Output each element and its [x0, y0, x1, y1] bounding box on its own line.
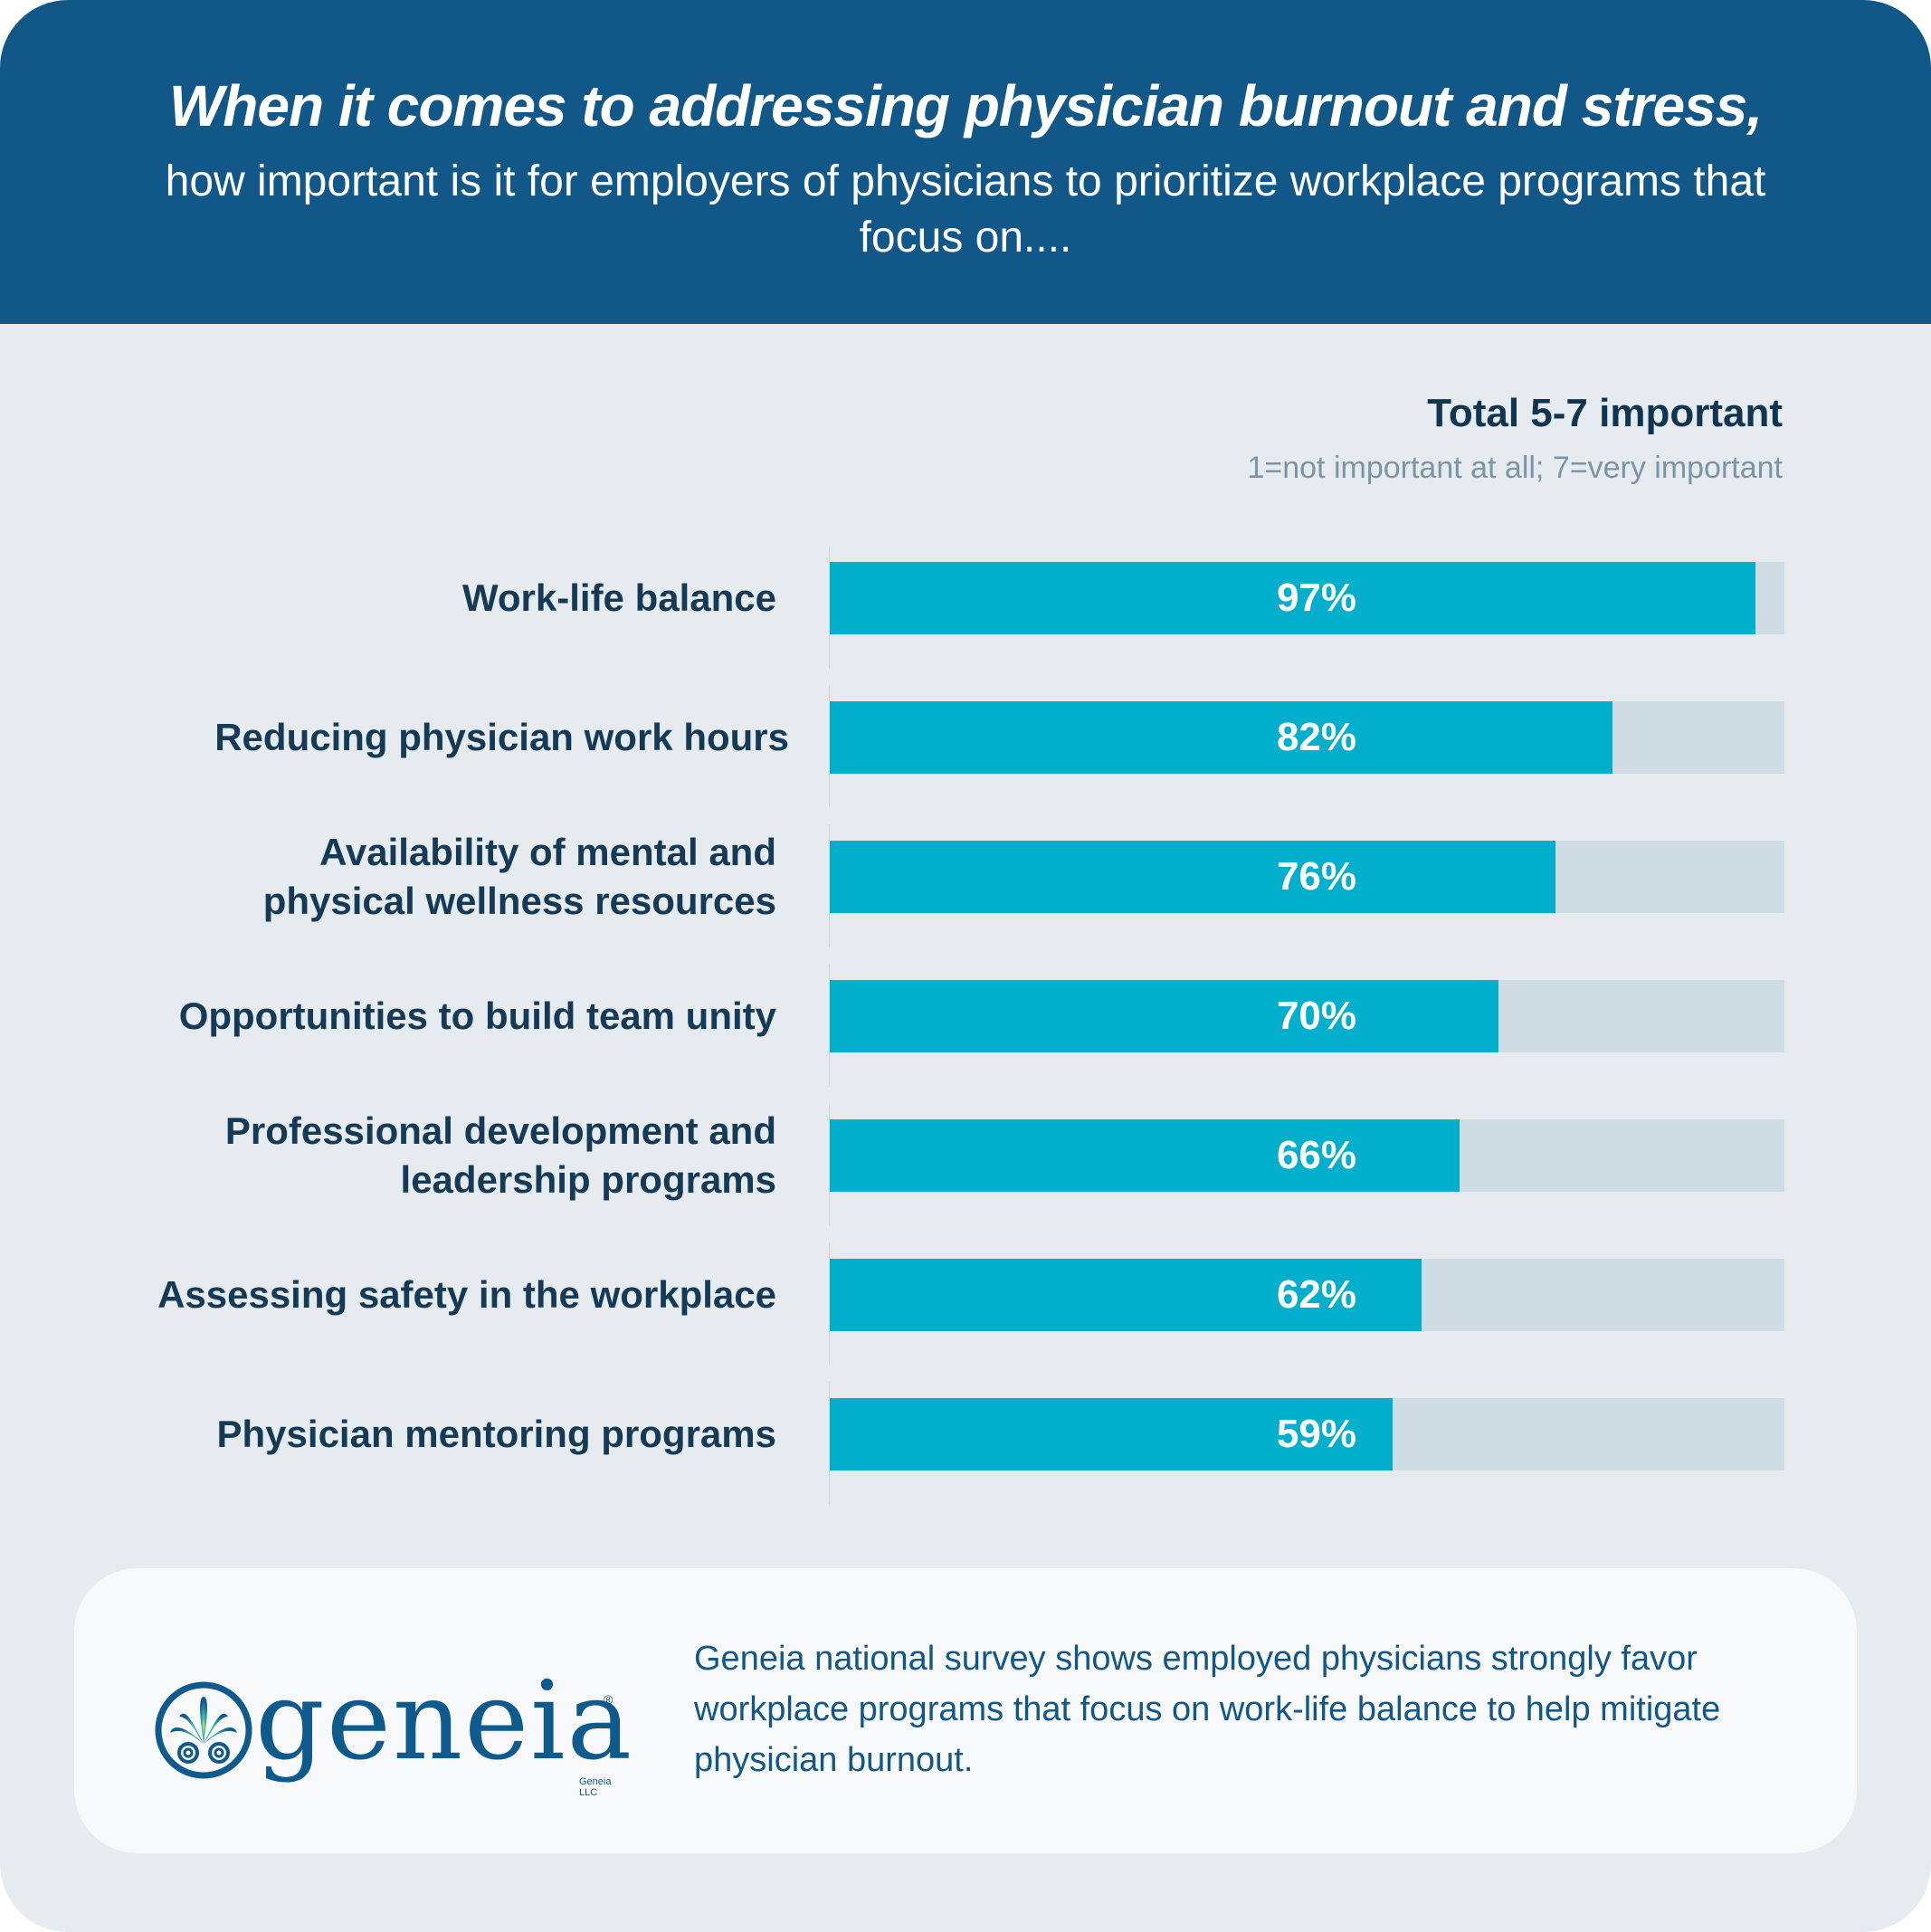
- logo-company-name: Geneia LLC: [579, 1776, 612, 1798]
- scale-note: 1=not important at all; 7=very important: [1247, 451, 1783, 485]
- bar-fill: [830, 701, 1613, 774]
- legend-title: Total 5-7 important: [1427, 391, 1783, 435]
- bar-track: 62%: [830, 1259, 1784, 1331]
- chart-row: Reducing physician work hours 82%: [0, 685, 1931, 841]
- bar-track: 82%: [830, 701, 1784, 774]
- category-label: Opportunities to build team unity: [178, 995, 776, 1037]
- axis-line: [829, 546, 830, 669]
- chart-row: Work-life balance 97%: [0, 546, 1931, 701]
- axis-line: [829, 824, 830, 947]
- category-label: Availability of mental and physical well…: [262, 831, 776, 922]
- bar-fill: [830, 1119, 1460, 1192]
- bar-fill: [830, 562, 1756, 634]
- chart-row: Physician mentoring programs 59%: [0, 1382, 1931, 1537]
- footer-summary: Geneia national survey shows employed ph…: [694, 1640, 1721, 1779]
- footer-panel: geneia ® Geneia LLC Geneia national surv…: [74, 1568, 1857, 1853]
- header-banner: When it comes to addressing physician bu…: [0, 0, 1931, 324]
- category-label: Professional development and leadership …: [224, 1109, 776, 1201]
- page-subtitle: how important is it for employers of phy…: [165, 157, 1766, 262]
- bar-track: 76%: [830, 841, 1784, 913]
- axis-line: [829, 1382, 830, 1505]
- bar-track: 70%: [830, 980, 1784, 1052]
- shell-emblem-icon: [155, 1681, 252, 1779]
- axis-line: [829, 964, 830, 1087]
- bar-track: 59%: [830, 1398, 1784, 1470]
- category-label: Work-life balance: [462, 576, 776, 619]
- bar-fill: [830, 1259, 1422, 1331]
- bar-fill: [830, 1398, 1394, 1470]
- chart-row: Opportunities to build team unity 70%: [0, 964, 1931, 1119]
- chart-row: Assessing safety in the workplace 62%: [0, 1242, 1931, 1398]
- category-label: Assessing safety in the workplace: [157, 1273, 776, 1316]
- registered-mark: ®: [604, 1692, 614, 1707]
- axis-line: [829, 685, 830, 808]
- axis-line: [829, 1103, 830, 1226]
- page-title: When it comes to addressing physician bu…: [168, 73, 1763, 138]
- bar-track: 97%: [830, 562, 1784, 634]
- bar-track: 66%: [830, 1119, 1784, 1192]
- category-label: Physician mentoring programs: [216, 1413, 776, 1455]
- logo-wordmark: geneia: [255, 1659, 634, 1784]
- chart-row: Availability of mental and physical well…: [0, 824, 1931, 980]
- chart-row: Professional development and leadership …: [0, 1103, 1931, 1259]
- geneia-logo: geneia ® Geneia LLC: [154, 1650, 632, 1798]
- bar-fill: [830, 980, 1498, 1052]
- bar-fill: [830, 841, 1555, 913]
- category-label: Reducing physician work hours: [214, 716, 789, 758]
- axis-line: [829, 1242, 830, 1366]
